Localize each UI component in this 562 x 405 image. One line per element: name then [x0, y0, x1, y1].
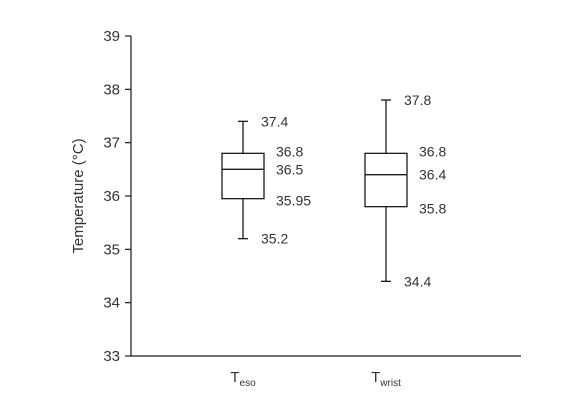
max-label: 37.4: [261, 113, 288, 129]
box-2: [364, 99, 408, 282]
y-tick-label: 34: [103, 295, 120, 312]
min-label: 35.2: [261, 231, 288, 247]
x-axis: Teso Twrist: [131, 355, 521, 389]
category-label: Twrist: [371, 369, 401, 389]
q3-label: 36.8: [276, 143, 303, 159]
y-tick-label: 33: [103, 348, 120, 365]
min-label: 34.4: [404, 273, 431, 289]
boxes: [221, 99, 408, 282]
y-axis: 33 34 35 36 37 38 39: [103, 28, 132, 365]
iqr-box: [364, 152, 408, 208]
q1-label: 35.8: [419, 201, 446, 217]
q3-label: 36.8: [419, 143, 446, 159]
y-tick-label: 39: [103, 28, 120, 45]
box-1: [221, 120, 265, 240]
iqr-box: [221, 152, 265, 200]
median-label: 36.4: [419, 167, 446, 183]
max-label: 37.8: [404, 92, 431, 108]
category-label: Teso: [230, 369, 256, 389]
y-tick-label: 35: [103, 241, 120, 258]
median-label: 36.5: [276, 161, 303, 177]
y-tick-label: 36: [103, 188, 120, 205]
y-axis-title: Temperature (°C): [70, 138, 87, 253]
value-labels: 37.4 36.8 36.5 35.95 35.2 37.8 36.8 36.4 35.8 34.…: [261, 92, 446, 289]
y-tick-label: 37: [103, 135, 120, 152]
q1-label: 35.95: [276, 193, 311, 209]
y-tick-label: 38: [103, 81, 120, 98]
